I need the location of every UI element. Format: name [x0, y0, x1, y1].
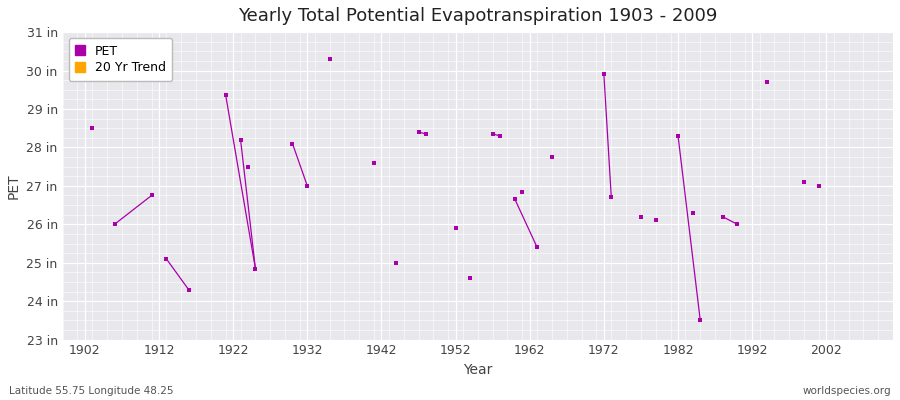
Text: Latitude 55.75 Longitude 48.25: Latitude 55.75 Longitude 48.25: [9, 386, 174, 396]
Point: [159, 256, 174, 262]
Point: [448, 225, 463, 231]
Legend: PET, 20 Yr Trend: PET, 20 Yr Trend: [69, 38, 173, 80]
Point: [730, 221, 744, 228]
Point: [322, 56, 337, 62]
Point: [597, 71, 611, 78]
Point: [604, 194, 618, 200]
Point: [544, 154, 559, 160]
Point: [144, 192, 158, 199]
Point: [418, 131, 433, 137]
Title: Yearly Total Potential Evapotranspiration 1903 - 2009: Yearly Total Potential Evapotranspiratio…: [238, 7, 717, 25]
Point: [107, 221, 122, 228]
Point: [812, 183, 826, 189]
Point: [508, 196, 522, 202]
Point: [233, 136, 248, 143]
Point: [367, 160, 382, 166]
Point: [530, 244, 544, 250]
Point: [248, 265, 263, 272]
Point: [485, 131, 500, 137]
X-axis label: Year: Year: [464, 363, 492, 377]
Point: [493, 133, 508, 139]
Point: [649, 217, 663, 224]
Point: [686, 210, 700, 216]
Point: [389, 260, 403, 266]
Point: [796, 179, 811, 185]
Point: [716, 214, 730, 220]
Point: [241, 164, 256, 170]
Point: [670, 133, 685, 139]
Text: worldspecies.org: worldspecies.org: [803, 386, 891, 396]
Point: [634, 214, 648, 220]
Point: [219, 92, 233, 99]
Point: [760, 79, 774, 85]
Point: [464, 275, 478, 281]
Point: [86, 125, 100, 131]
Point: [285, 140, 300, 147]
Point: [300, 183, 314, 189]
Y-axis label: PET: PET: [7, 173, 21, 199]
Point: [693, 317, 707, 324]
Point: [182, 286, 196, 293]
Point: [411, 129, 426, 135]
Point: [515, 188, 529, 195]
